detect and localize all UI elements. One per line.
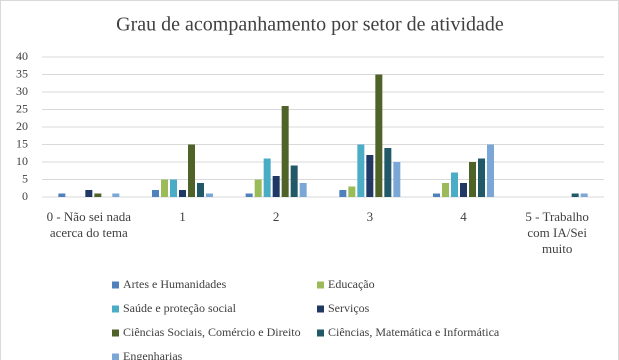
x-tick-label: 4 [460, 209, 467, 224]
legend-label: Saúde e proteção social [123, 301, 237, 315]
bar [469, 162, 476, 197]
bar [580, 193, 588, 197]
bar [206, 193, 213, 197]
legend-label: Ciências Sociais, Comércio e Direito [123, 325, 301, 339]
y-tick-label: 10 [16, 154, 28, 168]
bar [487, 144, 494, 197]
bar [433, 193, 440, 197]
legend-swatch [112, 353, 119, 360]
bar [85, 190, 93, 197]
bar [281, 106, 289, 197]
bar [348, 186, 356, 197]
legend-label: Educação [328, 277, 375, 291]
bar [197, 183, 204, 197]
bar [571, 193, 579, 197]
bar [254, 179, 262, 197]
bar [375, 74, 383, 197]
bar [299, 183, 307, 197]
bar [152, 190, 159, 197]
bar [451, 172, 458, 197]
bar [442, 183, 449, 197]
y-tick-label: 0 [22, 189, 28, 203]
bar [393, 162, 401, 197]
y-tick-label: 5 [22, 171, 28, 185]
x-tick-label: 5 - Trabalho com IA/Sei muito [525, 209, 589, 256]
bar [112, 193, 120, 197]
y-tick-label: 25 [16, 101, 28, 115]
bar [339, 190, 347, 197]
chart-title: Grau de acompanhamento por setor de ativ… [116, 14, 504, 36]
legend-label: Ciências, Matemática e Informática [328, 325, 500, 339]
bar [290, 165, 298, 197]
x-tick-label: 2 [272, 209, 280, 224]
legend-swatch [317, 281, 324, 289]
y-tick-label: 35 [16, 66, 28, 80]
x-tick-label: 3 [366, 209, 374, 224]
bar [460, 183, 467, 197]
legend-label: Serviços [328, 301, 370, 315]
bar [272, 176, 280, 197]
x-tick-label: 1 [179, 209, 186, 224]
bar [58, 193, 66, 197]
legend-swatch [317, 305, 324, 313]
y-tick-label: 15 [16, 136, 28, 150]
y-tick-label: 20 [16, 119, 28, 133]
bar [478, 158, 485, 197]
bar [263, 158, 271, 197]
legend-swatch [112, 305, 119, 313]
bar [384, 148, 392, 197]
y-tick-label: 30 [16, 84, 28, 98]
bar [161, 179, 168, 197]
x-tick-label: 0 - Não sei nada acerca do tema [46, 209, 132, 240]
bar [357, 144, 365, 197]
legend-swatch [112, 281, 119, 289]
bar [366, 155, 374, 197]
legend-swatch [112, 329, 119, 337]
y-tick-label: 40 [16, 49, 28, 63]
bar [170, 179, 177, 197]
legend-label: Artes e Humanidades [123, 277, 227, 291]
legend-label: Engenharias [123, 349, 183, 360]
bar [179, 190, 186, 197]
bar [188, 144, 195, 197]
bar [245, 193, 253, 197]
legend-swatch [317, 329, 324, 337]
bar [94, 193, 102, 197]
